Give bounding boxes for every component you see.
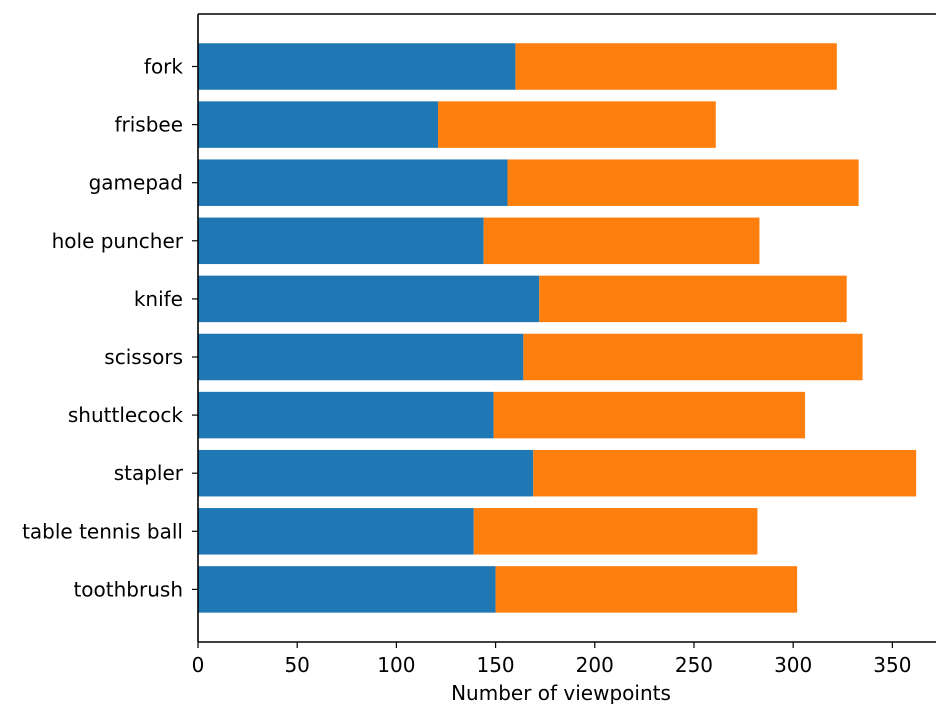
bar-frisbee-series-2 (438, 101, 716, 148)
bar-scissors-series-2 (523, 333, 863, 381)
bar-knife-series-1 (198, 275, 540, 323)
x-axis-label: Number of viewpoints (451, 681, 671, 704)
bar-knife-series-2 (539, 275, 847, 323)
bar-table-tennis-ball-series-2 (473, 508, 758, 555)
bar-gamepad-series-2 (507, 159, 859, 206)
y-tick-label: toothbrush (73, 577, 183, 601)
bar-shuttlecock-series-2 (493, 391, 806, 439)
bar-gamepad-series-1 (198, 159, 508, 206)
bar-hole-puncher-series-1 (198, 217, 484, 265)
bar-hole-puncher-series-2 (483, 217, 760, 265)
bar-stapler-series-2 (533, 449, 917, 497)
bar-scissors-series-1 (198, 333, 524, 381)
x-tick-label: 100 (377, 653, 415, 677)
bar-stapler-series-1 (198, 449, 534, 497)
x-tick-label: 250 (675, 653, 713, 677)
bar-frisbee-series-1 (198, 101, 439, 148)
x-tick-label: 50 (284, 653, 309, 677)
y-tick-label: table tennis ball (22, 519, 183, 543)
x-axis-ticks: 0 50 100 150 200 250 300 350 (192, 642, 911, 677)
y-tick-label: hole puncher (52, 229, 184, 253)
x-tick-label: 150 (476, 653, 514, 677)
y-tick-label: frisbee (114, 113, 183, 137)
y-tick-label: shuttlecock (68, 403, 184, 427)
bar-fork-series-2 (515, 43, 837, 90)
bar-table-tennis-ball-series-1 (198, 508, 474, 555)
bars-group (198, 43, 917, 613)
x-tick-label: 300 (774, 653, 812, 677)
x-tick-label: 350 (873, 653, 911, 677)
bar-toothbrush-series-1 (198, 566, 496, 613)
bar-fork-series-1 (198, 43, 516, 90)
bar-shuttlecock-series-1 (198, 391, 494, 439)
y-tick-label: scissors (104, 345, 183, 369)
x-tick-label: 0 (192, 653, 205, 677)
y-tick-label: fork (144, 55, 184, 79)
y-tick-label: stapler (114, 461, 184, 485)
bar-toothbrush-series-2 (495, 566, 798, 613)
y-axis-ticks: fork frisbee gamepad hole puncher knife sciss… (22, 55, 198, 601)
axes-frame (197, 13, 936, 643)
y-tick-label: gamepad (89, 171, 183, 195)
x-tick-label: 200 (576, 653, 614, 677)
y-tick-label: knife (134, 287, 183, 311)
